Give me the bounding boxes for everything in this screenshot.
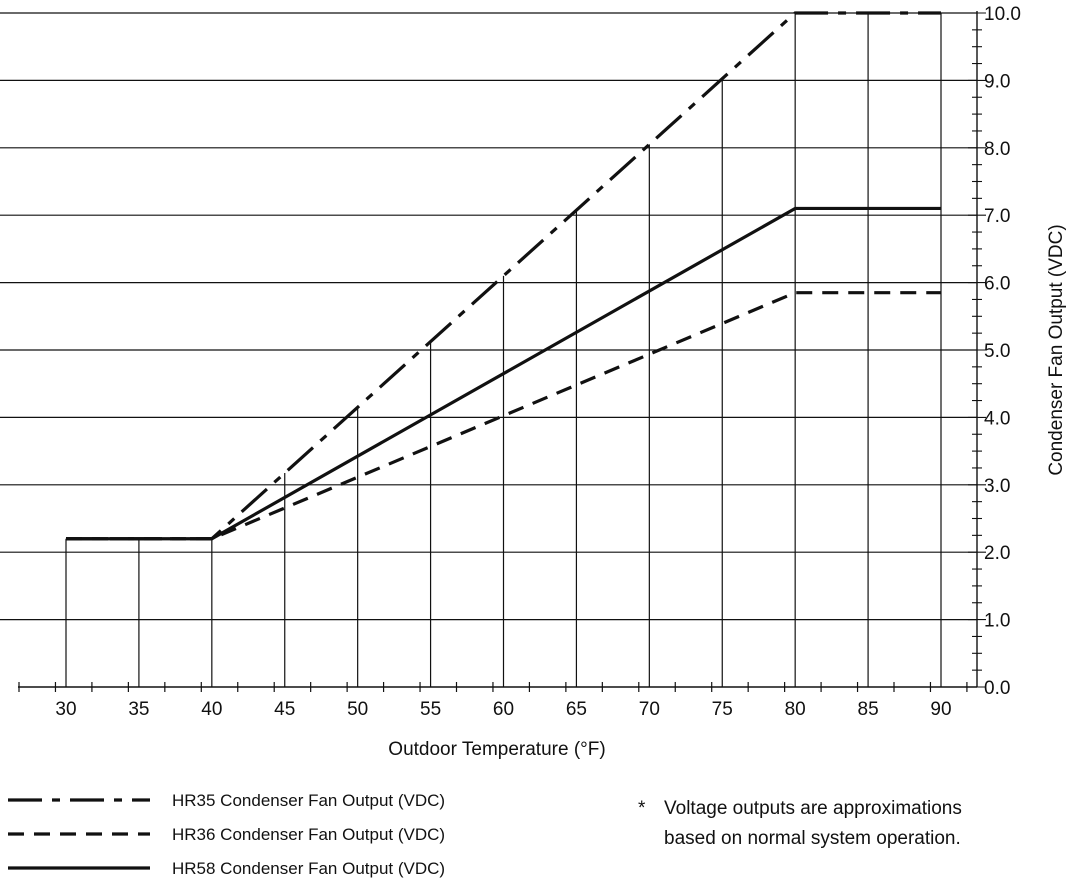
y-tick-label-5: 5.0	[984, 341, 1010, 362]
axes: 30 35 40 45 50 55 60 65 70 75 80 85 90 0.0 1.0 2.0 3.0 4.…	[18, 4, 1021, 720]
y-tick-label-4: 4.0	[984, 408, 1010, 429]
x-tick-label-4: 50	[347, 699, 368, 720]
legend-label-1: HR36 Condenser Fan Output (VDC)	[172, 825, 445, 844]
y-tick-label-3: 3.0	[984, 476, 1010, 497]
y-tick-label-2: 2.0	[984, 543, 1010, 564]
y-tick-label-8: 8.0	[984, 139, 1010, 160]
y-tick-label-0: 0.0	[984, 678, 1010, 699]
x-tick-label-10: 80	[785, 699, 806, 720]
x-tick-label-0: 30	[55, 699, 76, 720]
x-axis-title: Outdoor Temperature (°F)	[388, 739, 605, 760]
legend-label-0: HR35 Condenser Fan Output (VDC)	[172, 791, 445, 810]
x-tick-label-2: 40	[201, 699, 222, 720]
x-tick-label-6: 60	[493, 699, 514, 720]
x-tick-label-12: 90	[930, 699, 951, 720]
y-tick-label-9: 9.0	[984, 71, 1010, 92]
y-tick-label-7: 7.0	[984, 206, 1010, 227]
note-line-2: based on normal system operation.	[638, 824, 1068, 854]
legend: HR35 Condenser Fan Output (VDC) HR36 Cond…	[8, 791, 445, 878]
y-tick-label-6: 6.0	[984, 274, 1010, 295]
y-axis-title: Condenser Fan Output (VDC)	[1046, 224, 1067, 475]
y-tick-label-1: 1.0	[984, 611, 1010, 632]
x-tick-label-7: 65	[566, 699, 587, 720]
x-tick-label-11: 85	[858, 699, 879, 720]
grid-lines	[0, 13, 977, 687]
x-tick-label-8: 70	[639, 699, 660, 720]
y-tick-label-10: 10.0	[984, 4, 1021, 25]
x-tick-label-1: 35	[128, 699, 149, 720]
x-tick-label-9: 75	[712, 699, 733, 720]
x-tick-label-3: 45	[274, 699, 295, 720]
approximation-note: * Voltage outputs are approximations bas…	[638, 794, 1068, 854]
note-asterisk: *	[638, 794, 645, 824]
legend-label-2: HR58 Condenser Fan Output (VDC)	[172, 859, 445, 878]
x-tick-label-5: 55	[420, 699, 441, 720]
note-line-1: Voltage outputs are approximations	[638, 794, 1068, 824]
